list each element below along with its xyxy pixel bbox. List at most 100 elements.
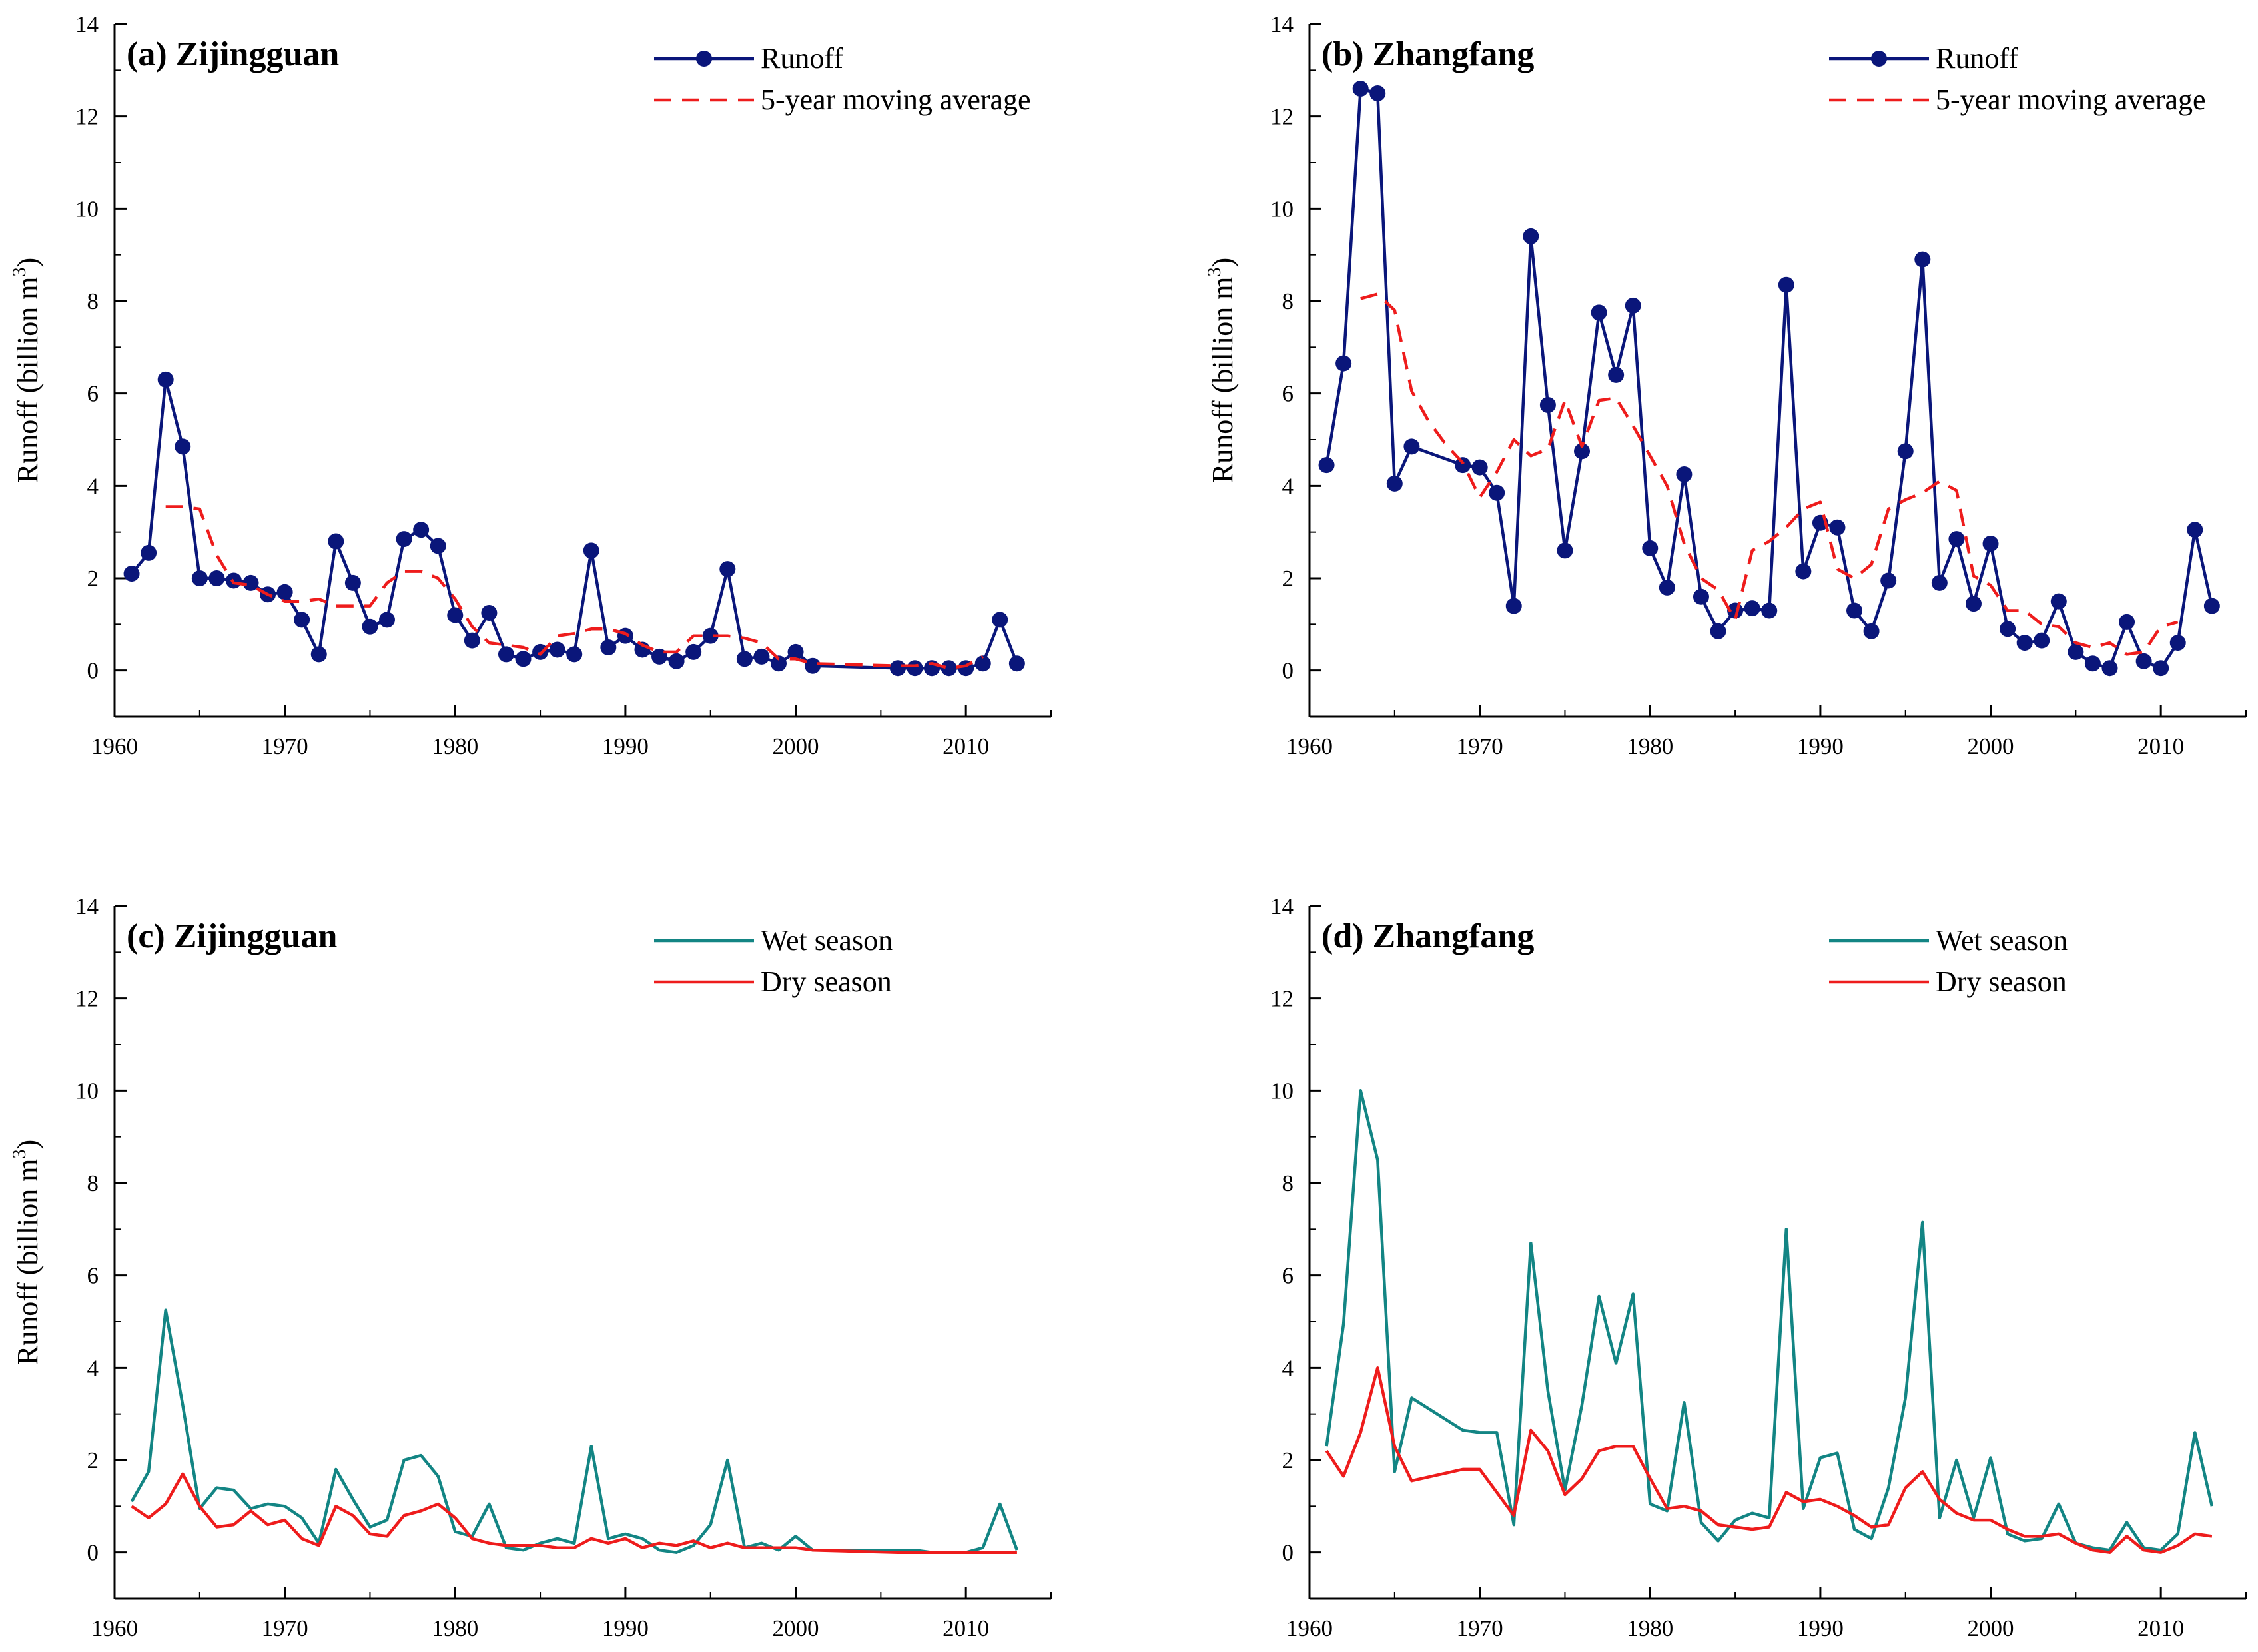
data-point — [1625, 297, 1641, 314]
y-tick-label: 0 — [1282, 658, 1294, 684]
data-point — [1539, 397, 1556, 413]
data-point — [736, 651, 753, 667]
data-point — [2016, 635, 2033, 651]
y-tick-label: 14 — [75, 11, 99, 37]
data-point — [2203, 598, 2220, 614]
x-tick-label: 2000 — [773, 733, 819, 759]
legend-label: Dry season — [1936, 965, 2067, 998]
data-point — [1710, 623, 1726, 639]
data-point — [941, 660, 957, 677]
legend-label: Wet season — [761, 924, 893, 957]
y-tick-label: 10 — [1270, 1078, 1294, 1104]
x-tick-label: 2000 — [1968, 1615, 2014, 1641]
y-tick-label: 6 — [87, 1263, 99, 1289]
x-tick-label: 1990 — [1797, 1615, 1844, 1641]
y-tick-label: 6 — [1282, 381, 1294, 407]
panel-title: (c) Zijingguan — [127, 917, 337, 955]
y-axis-title-text: Runoff (billion m — [11, 1159, 44, 1366]
data-point — [787, 643, 804, 660]
legend-marker — [1871, 51, 1887, 67]
legend-label: Wet season — [1936, 924, 2068, 957]
panel-title: (d) Zhangfang — [1321, 917, 1534, 955]
data-point — [362, 618, 378, 635]
data-point — [396, 531, 412, 548]
data-point — [1931, 574, 1948, 591]
y-axis-title-superscript: 3 — [9, 268, 30, 277]
data-point — [583, 542, 599, 559]
x-tick-label: 1980 — [432, 1615, 478, 1641]
data-point — [1008, 655, 1025, 672]
data-point — [379, 612, 396, 628]
data-point — [1778, 276, 1794, 293]
data-point — [1574, 443, 1591, 460]
data-point — [685, 643, 702, 660]
data-point — [1489, 484, 1505, 501]
data-point — [805, 657, 821, 674]
data-point — [2068, 643, 2084, 660]
series-line-5-year-moving-average — [165, 505, 984, 670]
data-point — [1403, 438, 1420, 455]
data-point — [2084, 655, 2101, 672]
x-tick-label: 2000 — [1968, 733, 2014, 759]
series-line-runoff — [130, 378, 1018, 670]
data-point — [2101, 660, 2118, 677]
data-point — [617, 627, 633, 644]
x-tick-label: 2010 — [942, 1615, 989, 1641]
data-point — [430, 538, 446, 554]
y-axis-title-end: ) — [11, 1140, 44, 1150]
data-point — [753, 648, 770, 665]
data-point — [549, 641, 565, 658]
y-axis-title: Runoff (billion m3) — [1204, 258, 1239, 483]
data-point — [1982, 536, 1999, 552]
data-point — [1335, 355, 1352, 372]
data-point — [1744, 600, 1760, 617]
data-point — [294, 612, 310, 628]
legend-label: Runoff — [761, 42, 843, 75]
y-tick-label: 6 — [87, 381, 99, 407]
y-axis-title-end: ) — [1206, 258, 1239, 268]
data-point — [1829, 519, 1846, 536]
data-point — [515, 651, 532, 667]
legend-marker — [696, 51, 712, 67]
data-point — [770, 655, 787, 672]
x-tick-label: 2010 — [2137, 1615, 2184, 1641]
y-tick-label: 12 — [1270, 104, 1294, 130]
series-line-wet-season — [1325, 1089, 2214, 1552]
data-point — [498, 646, 514, 663]
x-tick-label: 1970 — [1457, 1615, 1503, 1641]
y-tick-label: 4 — [1282, 1355, 1294, 1381]
panel-d: 0 2 4 6 8 10 12 14 1960 1970 1980 1990 2000 2010 (d) Z… — [1270, 893, 2247, 1641]
y-tick-label: 12 — [75, 986, 99, 1012]
y-axis-title-superscript: 3 — [9, 1150, 30, 1159]
data-point — [1352, 81, 1369, 97]
data-point — [1318, 457, 1335, 474]
y-tick-label: 14 — [1270, 11, 1294, 37]
data-point — [1557, 542, 1573, 559]
legend-label: Runoff — [1936, 42, 2018, 75]
legend-label: 5-year moving average — [761, 83, 1031, 116]
x-tick-label: 1980 — [1627, 733, 1673, 759]
data-point — [141, 544, 157, 561]
data-point — [2153, 660, 2169, 677]
x-tick-label: 1980 — [432, 733, 478, 759]
data-point — [1505, 598, 1522, 614]
data-point — [447, 607, 464, 623]
data-point — [310, 646, 327, 663]
data-point — [157, 371, 174, 388]
x-tick-label: 1970 — [1457, 733, 1503, 759]
data-point — [1523, 228, 1539, 244]
data-point — [1386, 475, 1403, 492]
data-point — [668, 653, 685, 669]
x-tick-label: 2010 — [942, 733, 989, 759]
y-tick-label: 2 — [1282, 566, 1294, 592]
data-point — [191, 570, 208, 586]
data-point — [1455, 457, 1471, 474]
data-point — [481, 605, 498, 621]
data-point — [2000, 621, 2016, 637]
legend-label: 5-year moving average — [1936, 83, 2206, 116]
x-tick-label: 2010 — [2137, 733, 2184, 759]
y-tick-label: 8 — [87, 1170, 99, 1196]
data-point — [2119, 614, 2135, 630]
y-axis-title-superscript: 3 — [1204, 268, 1225, 277]
